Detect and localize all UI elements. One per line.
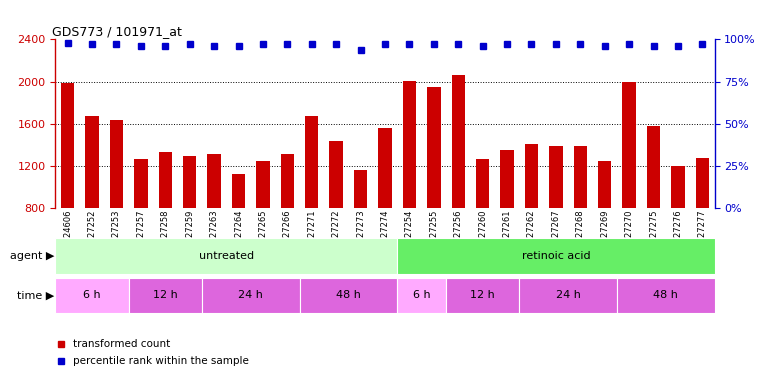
Bar: [617, 278, 715, 313]
Bar: [256, 160, 270, 208]
Text: 48 h: 48 h: [653, 290, 678, 300]
Bar: [397, 278, 446, 313]
Bar: [647, 126, 660, 208]
Bar: [622, 82, 636, 208]
Text: percentile rank within the sample: percentile rank within the sample: [72, 356, 249, 366]
Bar: [403, 81, 416, 208]
Bar: [202, 278, 300, 313]
Bar: [525, 144, 538, 208]
Bar: [427, 87, 440, 208]
Bar: [300, 278, 397, 313]
Bar: [183, 156, 196, 208]
Text: 12 h: 12 h: [153, 290, 178, 300]
Bar: [55, 278, 129, 313]
Bar: [55, 238, 397, 274]
Bar: [500, 150, 514, 208]
Bar: [110, 120, 123, 208]
Text: 24 h: 24 h: [238, 290, 263, 300]
Bar: [129, 278, 202, 313]
Text: 24 h: 24 h: [556, 290, 581, 300]
Bar: [476, 159, 490, 208]
Text: retinoic acid: retinoic acid: [521, 251, 590, 261]
Text: 12 h: 12 h: [470, 290, 495, 300]
Bar: [574, 146, 587, 208]
Bar: [598, 160, 611, 208]
Text: time ▶: time ▶: [17, 290, 54, 300]
Text: transformed count: transformed count: [72, 339, 170, 349]
Text: GDS773 / 101971_at: GDS773 / 101971_at: [52, 25, 182, 38]
Bar: [671, 166, 685, 208]
Bar: [354, 170, 367, 208]
Bar: [378, 128, 392, 208]
Text: 6 h: 6 h: [83, 290, 101, 300]
Bar: [549, 146, 563, 208]
Bar: [207, 154, 221, 208]
Bar: [451, 75, 465, 208]
Bar: [159, 152, 172, 208]
Bar: [446, 278, 519, 313]
Text: 6 h: 6 h: [413, 290, 430, 300]
Text: untreated: untreated: [199, 251, 254, 261]
Text: 48 h: 48 h: [336, 290, 361, 300]
Text: agent ▶: agent ▶: [9, 251, 54, 261]
Bar: [397, 238, 715, 274]
Bar: [134, 159, 148, 208]
Bar: [232, 174, 245, 208]
Bar: [695, 158, 709, 208]
Bar: [305, 116, 319, 208]
Bar: [330, 141, 343, 208]
Bar: [61, 82, 75, 208]
Bar: [519, 278, 617, 313]
Bar: [85, 116, 99, 208]
Bar: [280, 154, 294, 208]
